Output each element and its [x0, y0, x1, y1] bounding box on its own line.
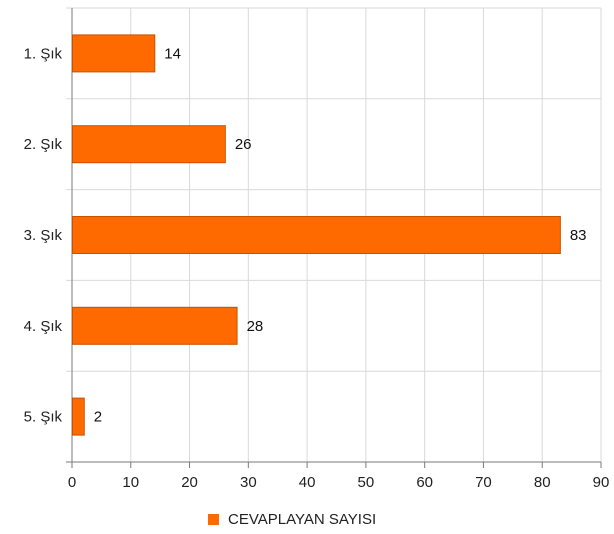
category-label: 1. Şık	[24, 45, 63, 62]
x-tick-label: 50	[358, 474, 375, 491]
x-tick-label: 10	[122, 474, 139, 491]
data-label: 28	[247, 318, 264, 335]
bars	[72, 34, 561, 436]
data-label: 83	[570, 227, 587, 244]
category-label: 2. Şık	[24, 136, 63, 153]
data-label: 2	[94, 409, 102, 426]
x-tick-label: 20	[181, 474, 198, 491]
bar	[72, 216, 561, 254]
x-tick-label: 70	[475, 474, 492, 491]
x-tick-label: 40	[299, 474, 316, 491]
x-tick-label: 30	[240, 474, 257, 491]
category-label: 3. Şık	[24, 227, 63, 244]
data-label: 26	[235, 136, 252, 153]
legend-label: CEVAPLAYAN SAYISI	[228, 511, 376, 528]
x-tick-label: 80	[534, 474, 551, 491]
x-tick-label: 60	[416, 474, 433, 491]
axes	[71, 8, 602, 468]
data-label: 14	[164, 45, 181, 62]
category-label: 4. Şık	[24, 318, 63, 335]
data-labels: 14 26 83 28 2	[94, 45, 587, 425]
bar	[72, 306, 238, 345]
x-tick-label: 90	[593, 474, 610, 491]
legend-swatch	[208, 514, 219, 525]
bar	[72, 397, 85, 436]
legend: CEVAPLAYAN SAYISI	[208, 511, 376, 528]
category-label: 5. Şık	[24, 409, 63, 426]
category-labels: 1. Şık 2. Şık 3. Şık 4. Şık 5. Şık	[24, 45, 63, 425]
x-tick-labels: 0 10 20 30 40 50 60 70 80 90	[68, 474, 610, 491]
x-tick-label: 0	[68, 474, 76, 491]
bar	[72, 125, 226, 164]
bar	[72, 34, 156, 73]
